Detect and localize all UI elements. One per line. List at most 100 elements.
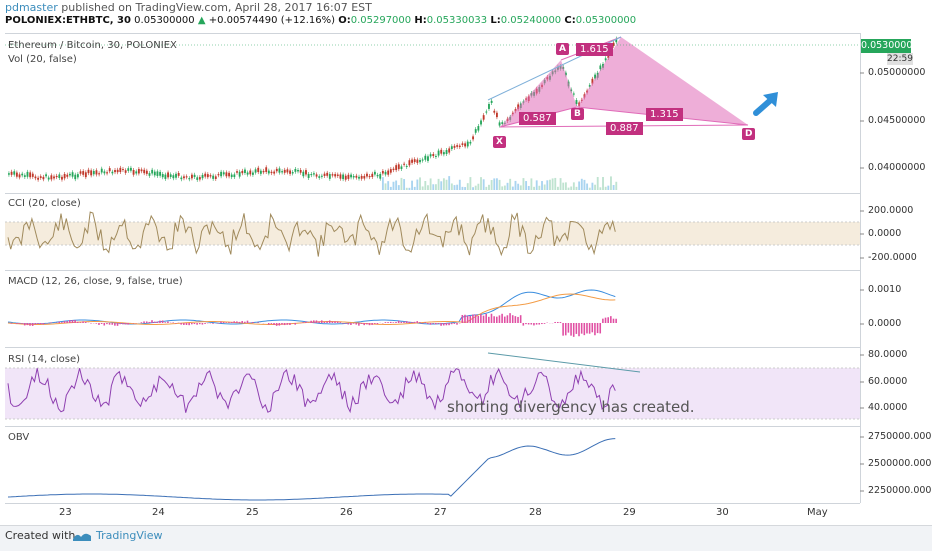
macd-bar bbox=[117, 323, 119, 326]
macd-bar bbox=[101, 323, 103, 324]
macd-bar bbox=[419, 322, 421, 323]
macd-bar bbox=[589, 323, 591, 334]
volume-bar bbox=[427, 185, 429, 190]
volume-bar bbox=[607, 186, 609, 190]
macd-bar bbox=[146, 321, 148, 323]
macd-bar bbox=[329, 320, 331, 323]
macd-bar bbox=[218, 323, 220, 324]
macd-bar bbox=[220, 322, 222, 323]
macd-bar bbox=[273, 323, 275, 325]
macd-bar bbox=[72, 320, 74, 323]
volume-bar bbox=[480, 177, 482, 190]
macd-bar bbox=[501, 314, 503, 323]
macd-bar bbox=[183, 323, 185, 325]
macd-bar bbox=[61, 322, 63, 323]
price-axis-ticks bbox=[860, 73, 864, 491]
macd-bar bbox=[199, 323, 201, 324]
macd-bar bbox=[507, 315, 509, 323]
macd-bar bbox=[164, 322, 166, 323]
macd-bar bbox=[37, 323, 39, 324]
macd-bar bbox=[252, 322, 254, 323]
macd-bar bbox=[480, 314, 482, 323]
volume-bar bbox=[557, 187, 559, 190]
macd-bar bbox=[398, 321, 400, 323]
rsi-title: RSI (14, close) bbox=[8, 354, 80, 365]
macd-histogram bbox=[8, 313, 617, 337]
macd-title: MACD (12, 26, close, 9, false, true) bbox=[8, 276, 183, 287]
volume-bar bbox=[586, 184, 588, 190]
macd-bar bbox=[279, 323, 281, 326]
macd-bar bbox=[27, 323, 29, 325]
macd-bar bbox=[544, 323, 546, 324]
volume-bar bbox=[546, 180, 548, 190]
volume-bar bbox=[544, 184, 546, 190]
macd-bar bbox=[305, 322, 307, 323]
macd-bar bbox=[175, 323, 177, 324]
volume-bar bbox=[469, 177, 471, 190]
date-tick: 24 bbox=[152, 507, 165, 518]
macd-bar bbox=[411, 322, 413, 323]
rsi-tick: 40.0000 bbox=[868, 402, 907, 413]
volume-bar bbox=[390, 187, 392, 190]
macd-bar bbox=[342, 323, 344, 324]
macd-bar bbox=[114, 323, 116, 326]
macd-bar bbox=[358, 323, 360, 326]
date-tick: 28 bbox=[529, 507, 542, 518]
macd-bar bbox=[496, 317, 498, 323]
volume-bar bbox=[422, 186, 424, 190]
macd-bar bbox=[528, 323, 530, 324]
macd-bar bbox=[40, 323, 42, 324]
volume-bar bbox=[536, 180, 538, 190]
macd-bar bbox=[578, 323, 580, 336]
time-axis[interactable] bbox=[5, 503, 860, 524]
volume-bar bbox=[385, 183, 387, 190]
macd-bar bbox=[427, 323, 429, 324]
macd-bar bbox=[340, 322, 342, 323]
macd-bar bbox=[594, 323, 596, 335]
price-tick: 0.04500000 bbox=[868, 115, 925, 126]
macd-bar bbox=[236, 321, 238, 323]
date-tick: 29 bbox=[623, 507, 636, 518]
macd-bar bbox=[361, 323, 363, 324]
tradingview-logo-icon[interactable] bbox=[72, 530, 92, 542]
date-tick: 25 bbox=[246, 507, 259, 518]
volume-bar bbox=[488, 185, 490, 190]
volume-bars bbox=[382, 176, 617, 190]
macd-bar bbox=[223, 322, 225, 323]
macd-bar bbox=[21, 323, 23, 324]
macd-bar bbox=[318, 321, 320, 323]
macd-bar bbox=[196, 323, 198, 325]
date-tick: 30 bbox=[716, 507, 729, 518]
macd-bar bbox=[472, 315, 474, 323]
volume-bar bbox=[467, 183, 469, 190]
macd-bar bbox=[554, 322, 556, 323]
obv-tick: 2500000.0000 bbox=[868, 458, 932, 469]
volume-bar bbox=[416, 180, 418, 190]
macd-bar bbox=[284, 323, 286, 325]
volume-bar bbox=[403, 179, 405, 190]
macd-bar bbox=[416, 321, 418, 323]
volume-bar bbox=[509, 179, 511, 190]
macd-bar bbox=[141, 322, 143, 323]
macd-bar bbox=[610, 316, 612, 323]
macd-bar bbox=[19, 323, 21, 324]
volume-bar bbox=[584, 180, 586, 190]
macd-bar bbox=[454, 323, 456, 324]
macd-bar bbox=[504, 317, 506, 323]
macd-bar bbox=[448, 323, 450, 325]
point-x-label: X bbox=[493, 136, 506, 148]
macd-bar bbox=[172, 322, 174, 323]
macd-bar bbox=[488, 317, 490, 323]
point-b-label: B bbox=[571, 108, 584, 120]
volume-bar bbox=[393, 182, 395, 190]
macd-bar bbox=[406, 321, 408, 323]
volume-bar bbox=[560, 178, 562, 190]
macd-bar bbox=[225, 322, 227, 323]
tradingview-link[interactable]: TradingView bbox=[96, 529, 162, 542]
volume-bar bbox=[570, 187, 572, 190]
macd-bar bbox=[231, 322, 233, 323]
macd-bar bbox=[456, 323, 458, 325]
volume-bar bbox=[615, 182, 617, 190]
volume-bar bbox=[446, 180, 448, 190]
